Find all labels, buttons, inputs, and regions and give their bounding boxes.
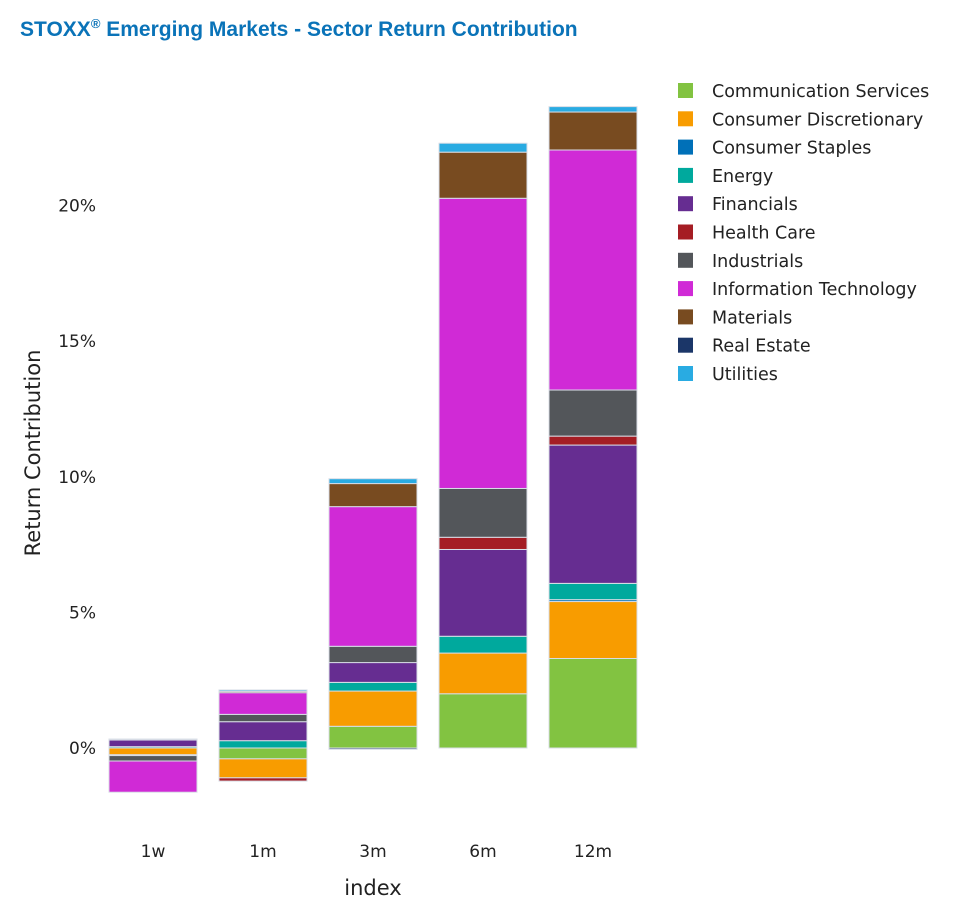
- legend-item[interactable]: Real Estate: [678, 337, 811, 357]
- bar-segment-communication-services-1m[interactable]: [218, 747, 308, 760]
- title-text: STOXX: [20, 18, 91, 41]
- legend-item[interactable]: Consumer Staples: [678, 139, 871, 159]
- legend-swatch: [678, 83, 693, 98]
- bar-segment-consumer-discretionary-12m[interactable]: [548, 601, 638, 660]
- legend-item[interactable]: Health Care: [678, 224, 816, 244]
- bar-segment-communication-services-6m[interactable]: [438, 693, 528, 749]
- bar-segment-industrials-3m[interactable]: [328, 645, 418, 664]
- legend-swatch: [678, 252, 693, 268]
- legend-label: Energy: [712, 167, 773, 187]
- y-tick-label: 20%: [58, 197, 96, 217]
- x-tick-label: 3m: [359, 842, 386, 862]
- bar-segment-utilities-6m[interactable]: [438, 142, 528, 153]
- bar-segment-materials-3m[interactable]: [328, 483, 418, 508]
- bar-segment-industrials-1w[interactable]: [108, 755, 198, 762]
- title-text-rest: Emerging Markets - Sector Return Contrib…: [100, 18, 578, 41]
- legend-item[interactable]: Information Technology: [678, 280, 917, 300]
- x-tick-label: 1m: [249, 842, 276, 862]
- bar-segment-real-estate-3m[interactable]: [328, 747, 418, 750]
- chart-title: STOXX® Emerging Markets - Sector Return …: [20, 16, 578, 42]
- legend-swatch: [678, 366, 693, 381]
- y-tick-label: 10%: [58, 468, 96, 488]
- bar-segment-consumer-discretionary-1m[interactable]: [218, 758, 308, 779]
- bar-segment-energy-1m[interactable]: [218, 740, 308, 749]
- x-tick-label: 12m: [574, 842, 612, 862]
- bar-segment-financials-12m[interactable]: [548, 444, 638, 584]
- legend-item[interactable]: Communication Services: [678, 82, 929, 102]
- bar-segment-consumer-discretionary-1w[interactable]: [108, 747, 198, 756]
- x-axis-ticks: 1w 1m 3m 6m 12m: [141, 842, 612, 862]
- legend-item[interactable]: Materials: [678, 308, 792, 328]
- legend-item[interactable]: Energy: [678, 167, 773, 187]
- bar-segment-financials-6m[interactable]: [438, 548, 528, 637]
- bar-segment-materials-12m[interactable]: [548, 111, 638, 151]
- y-tick-label: 0%: [69, 739, 96, 759]
- y-axis-ticks: 0% 5% 10% 15% 20%: [58, 197, 96, 759]
- bar-segment-financials-3m[interactable]: [328, 662, 418, 683]
- legend-item[interactable]: Financials: [678, 195, 798, 215]
- legend-label: Consumer Discretionary: [712, 110, 923, 130]
- y-tick-label: 15%: [58, 332, 96, 352]
- legend-label: Utilities: [712, 365, 778, 385]
- legend-swatch: [678, 337, 693, 353]
- legend-label: Financials: [712, 195, 798, 215]
- bars-layer: [108, 106, 638, 793]
- bar-segment-consumer-discretionary-3m[interactable]: [328, 690, 418, 727]
- legend-item[interactable]: Consumer Discretionary: [678, 110, 923, 130]
- legend: Communication Services Consumer Discretio…: [678, 82, 929, 385]
- legend-label: Communication Services: [712, 82, 929, 102]
- bar-segment-information-technology-1w[interactable]: [108, 760, 198, 793]
- bar-segment-energy-3m[interactable]: [328, 681, 418, 692]
- bar-segment-industrials-6m[interactable]: [438, 487, 528, 538]
- y-tick-label: 5%: [69, 603, 96, 623]
- legend-swatch: [678, 281, 693, 297]
- legend-swatch: [678, 111, 693, 127]
- legend-label: Materials: [712, 308, 792, 328]
- bar-segment-financials-1m[interactable]: [218, 721, 308, 742]
- bar-segment-industrials-1m[interactable]: [218, 713, 308, 723]
- bar-segment-materials-6m[interactable]: [438, 151, 528, 199]
- bar-segment-financials-1w[interactable]: [108, 739, 198, 748]
- legend-swatch: [678, 309, 693, 325]
- legend-swatch: [678, 167, 693, 183]
- bar-segment-energy-12m[interactable]: [548, 582, 638, 601]
- legend-swatch: [678, 196, 693, 212]
- title-registered-mark: ®: [90, 16, 101, 31]
- legend-label: Industrials: [712, 252, 803, 272]
- bar-segment-information-technology-3m[interactable]: [328, 506, 418, 647]
- bar-segment-utilities-12m[interactable]: [548, 106, 638, 113]
- bar-segment-information-technology-12m[interactable]: [548, 149, 638, 391]
- bar-segment-industrials-12m[interactable]: [548, 389, 638, 437]
- bar-segment-consumer-discretionary-6m[interactable]: [438, 652, 528, 695]
- x-axis-label: index: [344, 876, 401, 900]
- legend-label: Information Technology: [712, 280, 917, 300]
- legend-swatch: [678, 139, 693, 155]
- legend-label: Health Care: [712, 224, 816, 244]
- bar-segment-communication-services-3m[interactable]: [328, 725, 418, 749]
- bar-segment-communication-services-12m[interactable]: [548, 658, 638, 749]
- legend-item[interactable]: Utilities: [678, 365, 778, 385]
- x-tick-label: 6m: [469, 842, 496, 862]
- bar-segment-utilities-1m[interactable]: [218, 689, 308, 692]
- bar-segment-energy-6m[interactable]: [438, 635, 528, 654]
- x-tick-label: 1w: [141, 842, 166, 862]
- bar-segment-health-care-6m[interactable]: [438, 536, 528, 550]
- legend-label: Consumer Staples: [712, 139, 871, 159]
- bar-segment-information-technology-6m[interactable]: [438, 197, 528, 489]
- bar-segment-utilities-1w[interactable]: [108, 738, 198, 741]
- bar-segment-health-care-1m[interactable]: [218, 777, 308, 782]
- legend-label: Real Estate: [712, 337, 811, 357]
- legend-item[interactable]: Industrials: [678, 252, 803, 272]
- bar-segment-information-technology-1m[interactable]: [218, 692, 308, 715]
- y-axis-label: Return Contribution: [21, 350, 45, 557]
- bar-segment-health-care-12m[interactable]: [548, 435, 638, 446]
- bar-segment-utilities-3m[interactable]: [328, 478, 418, 485]
- legend-swatch: [678, 224, 693, 240]
